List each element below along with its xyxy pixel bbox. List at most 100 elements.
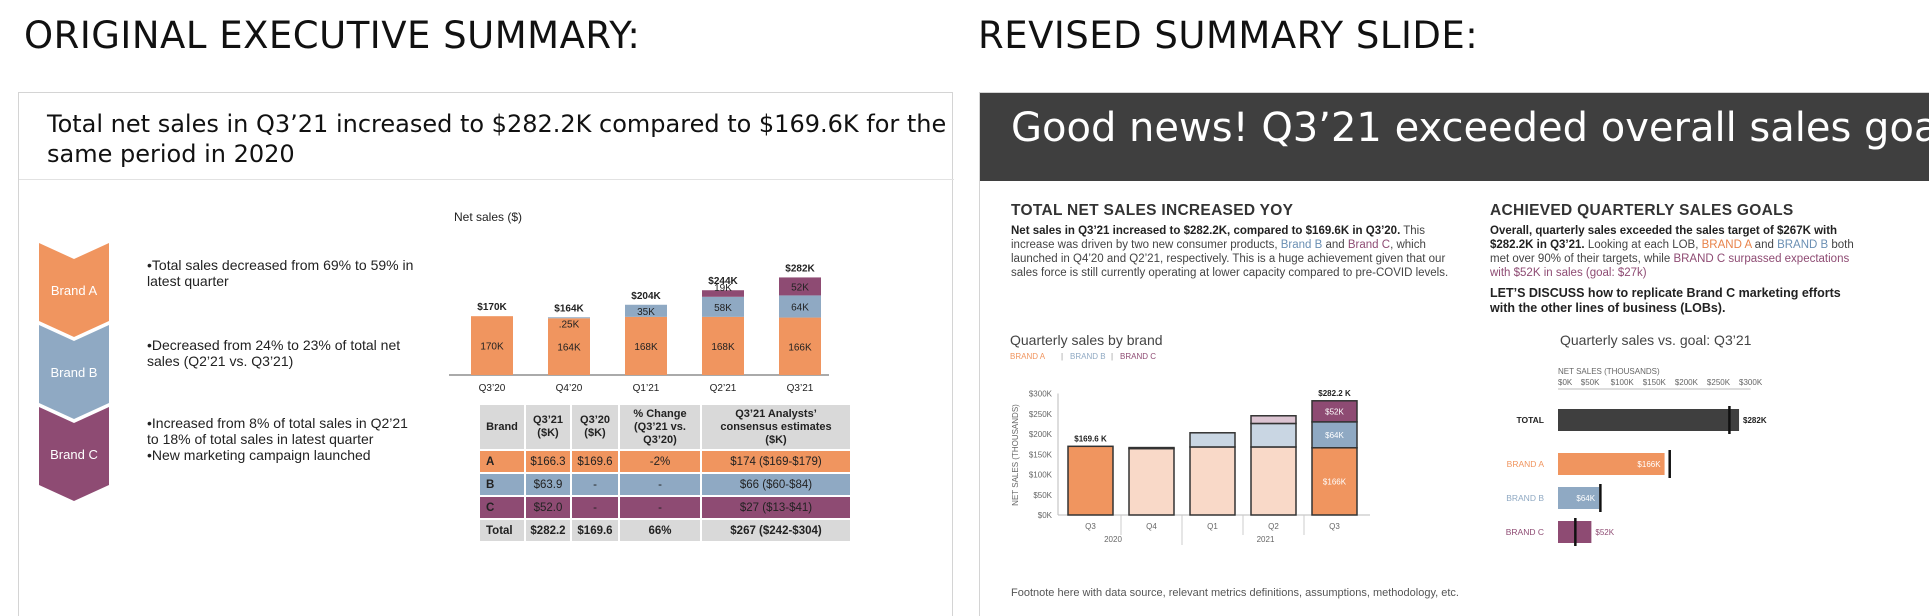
bar-total-label: $282.2 K (1318, 389, 1351, 398)
chevron-brand-a: Brand A (39, 243, 109, 337)
bar-segment-brand-a (1128, 447, 1175, 516)
brand-b-mention: BRAND B (1777, 239, 1829, 251)
chevron-brand-b: Brand B (39, 325, 109, 419)
brand-a-mention: BRAND A (1701, 239, 1752, 251)
bar-data-label: 164K (557, 343, 581, 354)
table-header-row: Brand Q3’21 ($K) Q3’20 ($K) % Change (Q3… (480, 405, 850, 449)
table-row: Total $282.2 $169.6 66% $267 ($242-$304) (480, 520, 850, 541)
table-cell: - (620, 474, 700, 495)
right-paragraph-text: Looking at each LOB, (1584, 239, 1702, 251)
bar-total-label: $164K (554, 303, 584, 314)
bar-category-label: TOTAL (1516, 415, 1544, 425)
y-tick-label: $150K (1029, 450, 1053, 459)
bar-segment-brand-a (1067, 445, 1114, 516)
bar-segment-brand-c (1311, 400, 1358, 423)
x-tick-label: $300K (1739, 378, 1763, 387)
bar-segment-brand-c (702, 290, 744, 297)
legend-separator: | (1111, 352, 1113, 361)
table-row: B $63.9 - - $66 ($60-$84) (480, 474, 850, 495)
table-cell: $52.0 (526, 497, 570, 518)
bar-segment-brand-b (625, 304, 667, 317)
chart-title: Quarterly sales vs. goal: Q3’21 (1560, 332, 1752, 348)
legend-item: BRAND C (1120, 352, 1156, 361)
segment-label: $64K (1325, 431, 1344, 440)
bar-segment-brand-b (1311, 421, 1358, 449)
bar-total (1558, 409, 1740, 431)
x-tick-label: $250K (1707, 378, 1731, 387)
bar-segment-brand-a (1311, 447, 1358, 516)
legend-separator: | (1061, 352, 1063, 361)
left-paragraph-text: This increase was driven by two new cons… (1011, 225, 1425, 251)
quarterly-sales-by-brand-chart: Quarterly sales by brand BRAND A | BRAND B |… (1010, 332, 1370, 545)
x-tick-label: Q2’21 (710, 383, 737, 394)
y-tick-label: $0K (1038, 511, 1053, 520)
bar-segment-brand-b (1250, 422, 1297, 448)
bar-category-label: BRAND A (1507, 459, 1545, 469)
segment-label: $166K (1323, 477, 1347, 486)
right-section-heading: ACHIEVED QUARTERLY SALES GOALS (1490, 202, 1794, 219)
x-tick-label: $50K (1581, 378, 1600, 387)
x-tick-label: Q1’21 (633, 383, 660, 394)
table-cell: $282.2 (526, 520, 570, 541)
table-cell: $63.9 (526, 474, 570, 495)
left-section-heading: TOTAL NET SALES INCREASED YOY (1011, 202, 1294, 219)
x-axis-label: NET SALES (THOUSANDS) (1558, 367, 1660, 376)
brand-c-callout: BRAND C surpassed expectations with $52K… (1490, 253, 1850, 279)
right-paragraph-lead: Overall, quarterly sales exceeded the sa… (1490, 225, 1838, 251)
bar-segment-brand-a (1189, 446, 1236, 516)
chevron-label-brand-b: Brand B (51, 365, 98, 380)
brand-chevrons: Brand A Brand B Brand C (39, 243, 109, 501)
revised-summary-heading: REVISED SUMMARY SLIDE: (978, 14, 1479, 57)
bar-segment-brand-b (779, 295, 821, 318)
table-cell: A (480, 451, 524, 472)
x-tick-label: Q2 (1268, 522, 1279, 531)
table-cell: - (572, 497, 618, 518)
bar-segment-brand-a (779, 317, 821, 375)
quarterly-sales-vs-goal-chart: Quarterly sales vs. goal: Q3’21 NET SALES… (1506, 332, 1767, 546)
table-cell: B (480, 474, 524, 495)
bar-data-label: 58K (714, 303, 732, 314)
x-tick-label: $0K (1558, 378, 1573, 387)
table-cell: Total (480, 520, 524, 541)
y-tick-label: $300K (1029, 390, 1053, 399)
x-tick-label: Q3’20 (479, 383, 506, 394)
left-paragraph-lead: Net sales in Q3’21 increased to $282.2K,… (1011, 225, 1401, 237)
title-divider (19, 179, 954, 180)
table-cell: $174 ($169-$179) (702, 451, 850, 472)
bar-total-label: $282K (785, 263, 815, 274)
bar-segment-brand-a (548, 318, 590, 375)
bar-value-label: $52K (1595, 528, 1614, 537)
legend-item: BRAND B (1070, 352, 1106, 361)
bar-total-label: $170K (477, 302, 507, 313)
table-cell: $166.3 (526, 451, 570, 472)
bar-data-label: 166K (788, 342, 812, 353)
y-tick-label: $50K (1033, 491, 1052, 500)
y-tick-label: $250K (1029, 410, 1053, 419)
legend-item: BRAND A (1010, 352, 1046, 361)
table-cell: $267 ($242-$304) (702, 520, 850, 541)
bar-segment-brand-b (702, 296, 744, 317)
bar-data-label: 64K (791, 302, 809, 313)
bar-total-label: $244K (708, 276, 738, 287)
table-cell: $66 ($60-$84) (702, 474, 850, 495)
bar-segment-brand-b (1189, 432, 1236, 448)
segment-label: $52K (1325, 407, 1344, 416)
table-header: Q3’20 ($K) (572, 405, 618, 449)
right-paragraph-mid: both met over 90% of their targets, whil… (1490, 239, 1854, 265)
bar-data-label: 19K (714, 283, 732, 294)
bar-segment-brand-a (625, 316, 667, 375)
table-header: Brand (480, 405, 524, 449)
bar-segment-brand-a (702, 316, 744, 375)
left-section-paragraph: Net sales in Q3’21 increased to $282.2K,… (1011, 224, 1456, 280)
y-axis-label: NET SALES (THOUSANDS) (1011, 404, 1020, 506)
bar-data-label: 35K (637, 307, 655, 318)
bar-segment-brand-b (1128, 446, 1175, 450)
bar-brand-b (1558, 487, 1600, 509)
table-cell: C (480, 497, 524, 518)
bar-total-label: $169.6 K (1074, 434, 1107, 443)
x-tick-label: Q3’21 (787, 383, 814, 394)
x-tick-label: Q3 (1329, 522, 1340, 531)
table-header: % Change (Q3’21 vs. Q3’20) (620, 405, 700, 449)
x-tick-label: Q4 (1146, 522, 1157, 531)
left-paragraph-and: and (1322, 239, 1348, 251)
